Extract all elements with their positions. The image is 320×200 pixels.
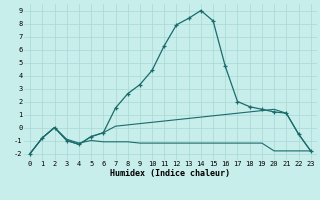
X-axis label: Humidex (Indice chaleur): Humidex (Indice chaleur) (110, 169, 230, 178)
